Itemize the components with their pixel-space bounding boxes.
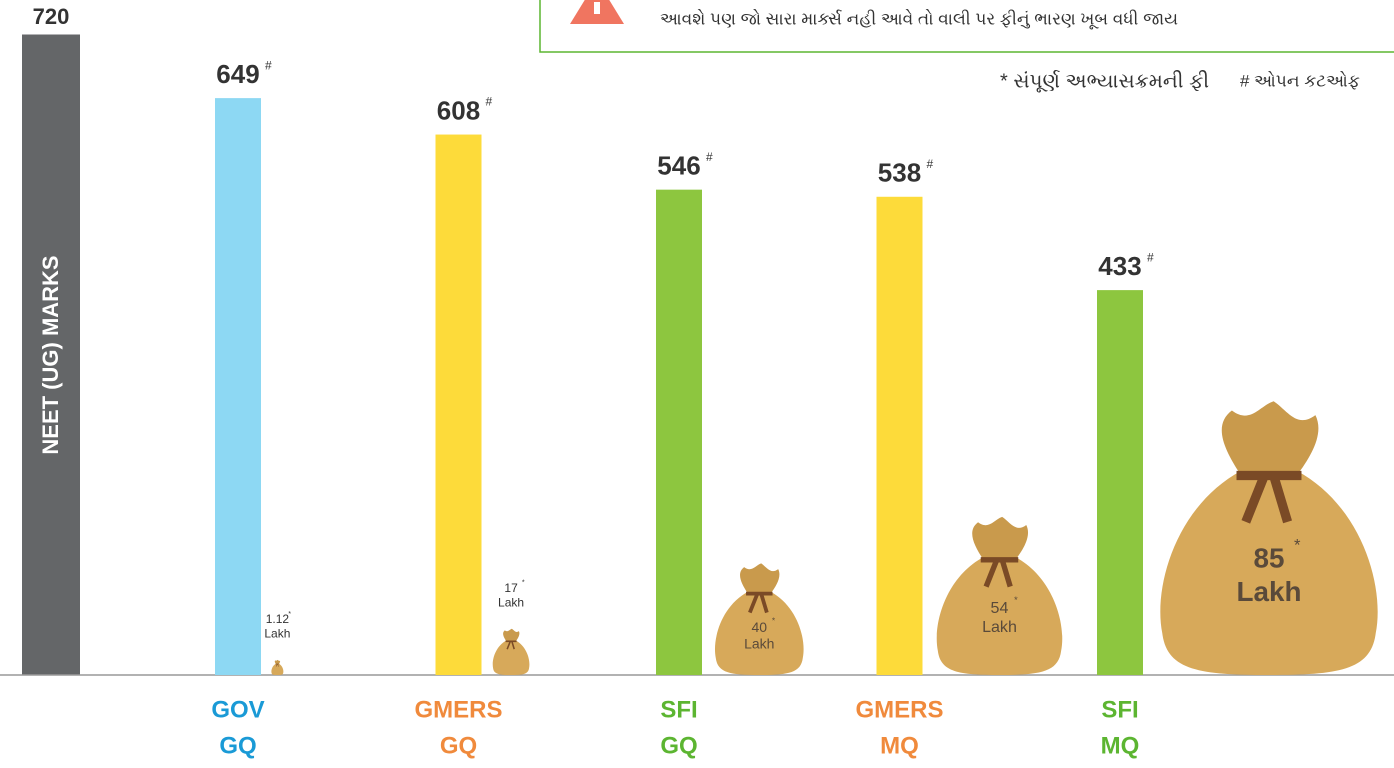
fee-unit: Lakh xyxy=(1237,576,1302,607)
x-tick-label: MQ xyxy=(880,732,919,759)
x-tick-label: GMERS xyxy=(855,696,943,723)
value-label: 538 xyxy=(878,158,921,188)
value-mark: # xyxy=(927,157,934,171)
fee-mark: * xyxy=(288,609,291,618)
note: * સંપૂર્ણ અભ્યાસક્રમની ફી xyxy=(1000,69,1209,92)
fee-unit: Lakh xyxy=(498,595,524,609)
bag-top xyxy=(972,517,1028,560)
x-tick-label: GQ xyxy=(660,732,697,759)
y-tick-label: 720 xyxy=(33,4,70,29)
value-mark: # xyxy=(1147,250,1154,264)
money-bag xyxy=(271,660,283,675)
x-tick-label: GQ xyxy=(219,732,256,759)
money-bag xyxy=(937,517,1063,675)
bar xyxy=(215,98,261,675)
bag-top xyxy=(503,629,519,642)
bag-top xyxy=(1222,401,1319,475)
bar xyxy=(877,197,923,675)
x-tick-label: GQ xyxy=(440,732,477,759)
fee-mark: * xyxy=(1294,536,1301,555)
value-mark: # xyxy=(486,95,493,109)
x-tick-label: GMERS xyxy=(414,696,502,723)
warning-text: આવશે પણ જો સારા માર્ક્સ નહી આવે તો વાલી … xyxy=(660,8,1178,29)
bar xyxy=(1097,290,1143,675)
fee-label: 17 xyxy=(504,581,518,595)
warning-icon-mark xyxy=(594,2,600,14)
bag-body xyxy=(271,664,283,675)
bar xyxy=(436,135,482,675)
fee-unit: Lakh xyxy=(744,636,774,652)
value-mark: # xyxy=(265,58,272,72)
bag-top xyxy=(275,660,280,664)
money-bag xyxy=(493,629,530,675)
note: # ઓપન કટઓફ xyxy=(1240,70,1360,90)
value-label: 546 xyxy=(657,151,700,181)
fee-label: 54 xyxy=(991,599,1009,617)
bag-body xyxy=(493,641,530,675)
fee-unit: Lakh xyxy=(264,626,290,640)
value-mark: # xyxy=(706,150,713,164)
fee-label: 40 xyxy=(751,619,767,635)
y-axis-label: NEET (UG) MARKS xyxy=(38,255,63,454)
x-tick-label: GOV xyxy=(211,696,264,723)
value-label: 608 xyxy=(437,95,480,125)
x-tick-label: SFI xyxy=(660,696,697,723)
x-tick-label: SFI xyxy=(1101,696,1138,723)
bag-top xyxy=(740,563,779,593)
bar xyxy=(656,190,702,675)
x-tick-label: MQ xyxy=(1101,732,1140,759)
money-bag xyxy=(1160,401,1377,675)
fee-label: 1.12 xyxy=(266,612,290,626)
fee-mark: * xyxy=(1014,595,1018,606)
fee-mark: * xyxy=(522,578,525,587)
value-label: 433 xyxy=(1098,251,1141,281)
fee-unit: Lakh xyxy=(982,618,1017,636)
fee-label: 85 xyxy=(1254,542,1285,573)
value-label: 649 xyxy=(216,59,259,89)
chart: આવશે પણ જો સારા માર્ક્સ નહી આવે તો વાલી … xyxy=(0,0,1394,768)
